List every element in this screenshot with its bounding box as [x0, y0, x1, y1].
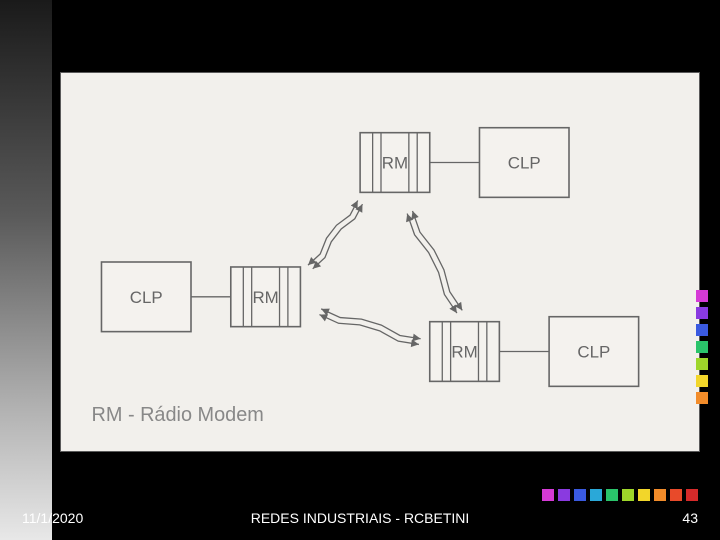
decor-square: [542, 489, 554, 501]
radio-arrow-0: [313, 204, 363, 269]
decor-square: [696, 324, 708, 336]
decor-square: [696, 341, 708, 353]
diagram-caption: RM - Rádio Modem: [92, 404, 264, 426]
decor-square: [696, 358, 708, 370]
node-label-rm_bot: RM: [451, 342, 477, 361]
decor-square: [696, 392, 708, 404]
node-label-clp_bot: CLP: [577, 342, 610, 361]
footer-page: 43: [682, 510, 698, 526]
radio-arrow-2: [407, 214, 457, 313]
node-label-rm_top: RM: [382, 153, 408, 172]
side-color-squares: [696, 290, 708, 409]
diagram-area: CLP RM RM CLP RM CLP RM - Rádio Modem: [60, 72, 700, 452]
sidebar-gradient: [0, 0, 52, 540]
decor-square: [638, 489, 650, 501]
diagram-svg: CLP RM RM CLP RM CLP RM - Rádio Modem: [61, 73, 699, 451]
decor-square: [558, 489, 570, 501]
decor-square: [670, 489, 682, 501]
radio-arrow-1: [319, 315, 418, 345]
node-label-clp_top: CLP: [508, 153, 541, 172]
footer-text: REDES INDUSTRIAIS - RCBETINI: [0, 510, 720, 526]
node-label-clp1: CLP: [130, 288, 163, 307]
slide-title-wrap: Rádio MODEM: [0, 24, 720, 56]
decor-square: [622, 489, 634, 501]
decor-square: [654, 489, 666, 501]
decor-square: [686, 489, 698, 501]
footer: 11/1/2020 REDES INDUSTRIAIS - RCBETINI 4…: [0, 502, 720, 526]
decor-square: [696, 307, 708, 319]
decor-square: [574, 489, 586, 501]
decor-square: [590, 489, 602, 501]
node-label-rm1: RM: [252, 288, 278, 307]
radio-arrow-1: [321, 309, 420, 339]
radio-arrow-2: [413, 211, 463, 310]
radio-arrow-0: [308, 200, 358, 265]
decor-square: [696, 290, 708, 302]
decor-square: [606, 489, 618, 501]
slide-title: Rádio MODEM: [265, 24, 454, 56]
decor-square: [696, 375, 708, 387]
